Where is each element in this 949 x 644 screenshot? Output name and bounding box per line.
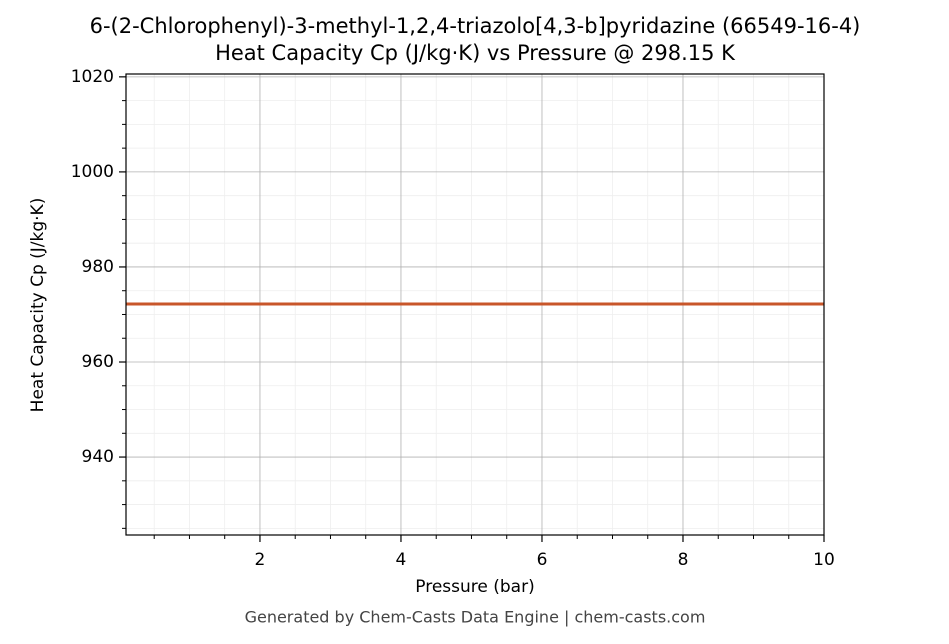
chart-subtitle: Heat Capacity Cp (J/kg·K) vs Pressure @ … bbox=[215, 41, 736, 65]
x-tick-label: 2 bbox=[255, 550, 266, 570]
x-tick-label: 6 bbox=[537, 550, 548, 570]
footer: Generated by Chem-Casts Data Engine | ch… bbox=[245, 608, 706, 627]
plot-frame bbox=[125, 73, 825, 536]
x-tick-label: 10 bbox=[813, 550, 835, 570]
y-tick-label: 980 bbox=[82, 257, 114, 277]
y-tick-label: 1000 bbox=[71, 162, 114, 182]
y-tick-label: 940 bbox=[82, 447, 114, 467]
x-axis-label: Pressure (bar) bbox=[415, 577, 534, 597]
y-tick-label: 960 bbox=[82, 352, 114, 372]
x-tick-label: 4 bbox=[396, 550, 407, 570]
y-tick-label: 1020 bbox=[71, 67, 114, 87]
x-tick-label: 8 bbox=[678, 550, 689, 570]
y-axis-label: Heat Capacity Cp (J/kg·K) bbox=[28, 198, 48, 413]
chart-title: 6-(2-Chlorophenyl)-3-methyl-1,2,4-triazo… bbox=[90, 14, 861, 38]
